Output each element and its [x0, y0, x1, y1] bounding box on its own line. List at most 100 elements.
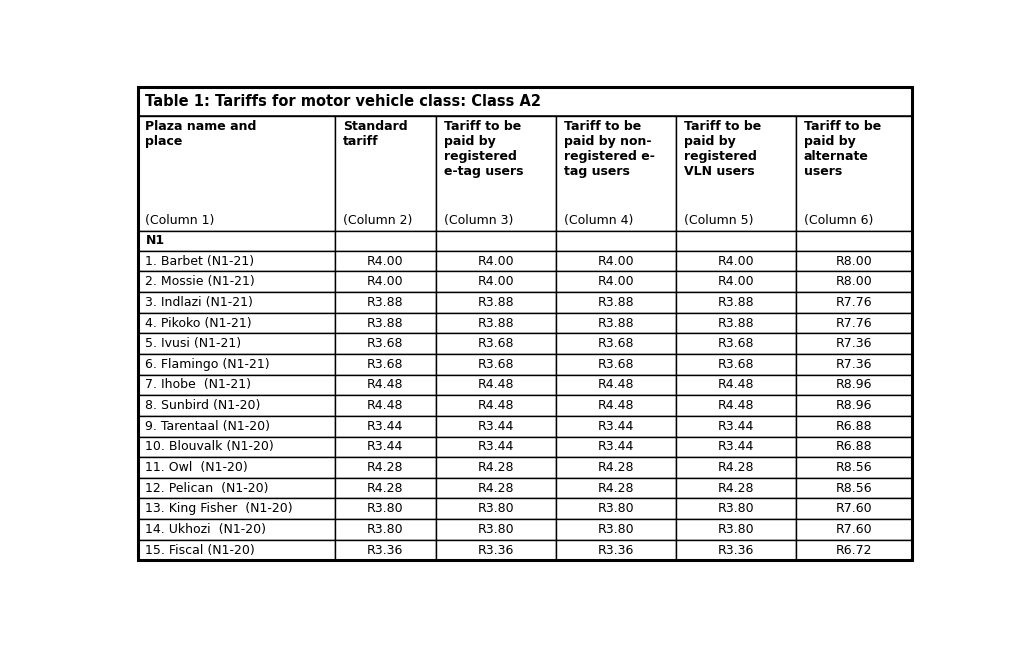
Text: R4.28: R4.28	[718, 461, 754, 474]
Text: 2. Mossie (N1-21): 2. Mossie (N1-21)	[145, 275, 255, 288]
Text: R3.80: R3.80	[718, 502, 755, 515]
Bar	[436, 437, 556, 457]
Bar	[676, 354, 796, 374]
Bar	[556, 313, 676, 334]
Bar	[436, 231, 556, 251]
Bar	[556, 498, 676, 519]
Text: R3.44: R3.44	[477, 420, 514, 433]
Text: R3.36: R3.36	[718, 544, 754, 557]
Bar	[796, 416, 912, 437]
Bar	[137, 334, 335, 354]
Bar	[676, 457, 796, 478]
Bar	[436, 519, 556, 540]
Bar	[436, 416, 556, 437]
Bar	[335, 251, 436, 271]
Text: R4.28: R4.28	[368, 482, 403, 495]
Text: 9. Tarentaal (N1-20): 9. Tarentaal (N1-20)	[145, 420, 270, 433]
Text: R8.00: R8.00	[836, 254, 872, 267]
Bar	[436, 457, 556, 478]
Bar	[335, 313, 436, 334]
Bar	[335, 334, 436, 354]
Text: Tariff to be
paid by
alternate
users: Tariff to be paid by alternate users	[804, 120, 881, 178]
Text: R3.88: R3.88	[477, 317, 514, 330]
Text: R7.76: R7.76	[836, 317, 872, 330]
Text: 3. Indlazi (N1-21): 3. Indlazi (N1-21)	[145, 296, 253, 309]
Text: R3.44: R3.44	[718, 420, 754, 433]
Bar	[556, 374, 676, 395]
Text: R3.44: R3.44	[368, 420, 403, 433]
Text: Table 1: Tariffs for motor vehicle class: Class A2: Table 1: Tariffs for motor vehicle class…	[145, 94, 542, 109]
Text: (Column 4): (Column 4)	[564, 214, 633, 227]
Text: R8.96: R8.96	[836, 399, 872, 412]
Bar	[137, 87, 912, 116]
Text: R3.88: R3.88	[367, 296, 403, 309]
Text: R4.00: R4.00	[367, 275, 403, 288]
Bar	[137, 292, 335, 313]
Bar	[796, 540, 912, 560]
Bar	[335, 231, 436, 251]
Text: Plaza name and
place: Plaza name and place	[145, 120, 257, 148]
Bar	[676, 478, 796, 498]
Text: R4.48: R4.48	[718, 378, 754, 391]
Bar	[436, 116, 556, 231]
Bar	[676, 231, 796, 251]
Text: R4.00: R4.00	[718, 275, 755, 288]
Text: R4.00: R4.00	[597, 254, 634, 267]
Bar	[436, 498, 556, 519]
Text: R3.88: R3.88	[718, 296, 755, 309]
Bar	[796, 313, 912, 334]
Bar	[676, 519, 796, 540]
Text: R4.28: R4.28	[598, 461, 634, 474]
Text: R3.68: R3.68	[718, 358, 754, 371]
Bar	[556, 540, 676, 560]
Text: R3.80: R3.80	[367, 502, 403, 515]
Text: R3.80: R3.80	[718, 523, 755, 536]
Bar	[436, 478, 556, 498]
Bar	[796, 478, 912, 498]
Bar	[556, 416, 676, 437]
Bar	[436, 271, 556, 292]
Text: R4.28: R4.28	[368, 461, 403, 474]
Bar	[796, 457, 912, 478]
Text: R7.60: R7.60	[836, 523, 872, 536]
Bar	[676, 437, 796, 457]
Text: 6. Flamingo (N1-21): 6. Flamingo (N1-21)	[145, 358, 270, 371]
Bar	[436, 354, 556, 374]
Text: N1: N1	[145, 234, 165, 247]
Bar	[676, 251, 796, 271]
Bar	[436, 540, 556, 560]
Text: (Column 1): (Column 1)	[145, 214, 215, 227]
Bar	[436, 334, 556, 354]
Text: R3.36: R3.36	[598, 544, 634, 557]
Text: R3.36: R3.36	[368, 544, 403, 557]
Text: R4.28: R4.28	[598, 482, 634, 495]
Text: R7.76: R7.76	[836, 296, 872, 309]
Text: (Column 3): (Column 3)	[443, 214, 513, 227]
Bar	[137, 313, 335, 334]
Text: (Column 5): (Column 5)	[684, 214, 754, 227]
Bar	[556, 519, 676, 540]
Bar	[335, 354, 436, 374]
Text: R8.96: R8.96	[836, 378, 872, 391]
Bar	[335, 374, 436, 395]
Text: R3.88: R3.88	[597, 296, 634, 309]
Text: R4.48: R4.48	[477, 399, 514, 412]
Bar	[137, 540, 335, 560]
Text: R3.88: R3.88	[477, 296, 514, 309]
Text: Standard
tariff: Standard tariff	[343, 120, 408, 148]
Text: R3.44: R3.44	[477, 441, 514, 454]
Text: R4.48: R4.48	[368, 399, 403, 412]
Bar	[796, 395, 912, 416]
Bar	[796, 271, 912, 292]
Bar	[796, 519, 912, 540]
Text: R4.00: R4.00	[477, 254, 514, 267]
Text: R3.68: R3.68	[598, 358, 634, 371]
Text: R4.48: R4.48	[477, 378, 514, 391]
Text: R4.48: R4.48	[598, 378, 634, 391]
Text: 8. Sunbird (N1-20): 8. Sunbird (N1-20)	[145, 399, 261, 412]
Bar	[137, 116, 335, 231]
Text: R4.28: R4.28	[477, 461, 514, 474]
Bar	[436, 395, 556, 416]
Text: R3.36: R3.36	[477, 544, 514, 557]
Bar	[556, 354, 676, 374]
